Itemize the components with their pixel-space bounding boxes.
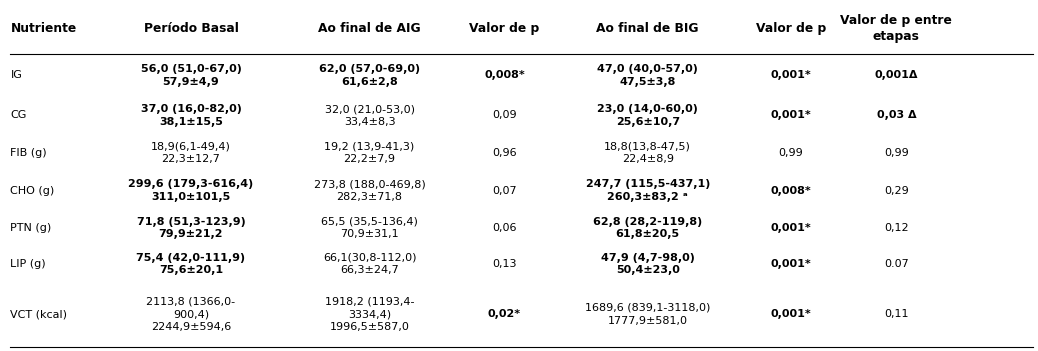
Text: Nutriente: Nutriente (10, 22, 77, 35)
Text: 65,5 (35,5-136,4)
70,9±31,1: 65,5 (35,5-136,4) 70,9±31,1 (321, 217, 418, 239)
Text: 18,9(6,1-49,4)
22,3±12,7: 18,9(6,1-49,4) 22,3±12,7 (152, 141, 230, 164)
Text: FIB (g): FIB (g) (10, 148, 47, 158)
Text: 0,99: 0,99 (778, 148, 803, 158)
Text: 247,7 (115,5-437,1)
260,3±83,2 ᵃ: 247,7 (115,5-437,1) 260,3±83,2 ᵃ (585, 179, 710, 202)
Text: 0,06: 0,06 (492, 223, 517, 233)
Text: 1689,6 (839,1-3118,0)
1777,9±581,0: 1689,6 (839,1-3118,0) 1777,9±581,0 (585, 303, 710, 326)
Text: 62,0 (57,0-69,0)
61,6±2,8: 62,0 (57,0-69,0) 61,6±2,8 (319, 64, 420, 87)
Text: 75,4 (42,0-111,9)
75,6±20,1: 75,4 (42,0-111,9) 75,6±20,1 (136, 252, 246, 275)
Text: Valor de p: Valor de p (756, 22, 826, 35)
Text: 0,001*: 0,001* (770, 259, 812, 269)
Text: 0,12: 0,12 (884, 223, 908, 233)
Text: 0,11: 0,11 (884, 309, 908, 319)
Text: CHO (g): CHO (g) (10, 185, 55, 196)
Text: 0,02*: 0,02* (488, 309, 521, 319)
Text: Ao final de AIG: Ao final de AIG (319, 22, 420, 35)
Text: PTN (g): PTN (g) (10, 223, 52, 233)
Text: 0,001*: 0,001* (770, 111, 812, 120)
Text: 0,001*: 0,001* (770, 223, 812, 233)
Text: CG: CG (10, 111, 27, 120)
Text: 273,8 (188,0-469,8)
282,3±71,8: 273,8 (188,0-469,8) 282,3±71,8 (313, 179, 426, 202)
Text: 0,07: 0,07 (492, 185, 517, 196)
Text: 2113,8 (1366,0-
900,4)
2244,9±594,6: 2113,8 (1366,0- 900,4) 2244,9±594,6 (146, 297, 236, 332)
Text: 0,001Δ: 0,001Δ (875, 70, 918, 80)
Text: 0,99: 0,99 (884, 148, 908, 158)
Text: Valor de p: Valor de p (469, 22, 540, 35)
Text: 0,96: 0,96 (492, 148, 517, 158)
Text: 71,8 (51,3-123,9)
79,9±21,2: 71,8 (51,3-123,9) 79,9±21,2 (137, 217, 245, 239)
Text: 47,0 (40,0-57,0)
47,5±3,8: 47,0 (40,0-57,0) 47,5±3,8 (597, 64, 699, 87)
Text: 0,03 Δ: 0,03 Δ (876, 111, 917, 120)
Text: 56,0 (51,0-67,0)
57,9±4,9: 56,0 (51,0-67,0) 57,9±4,9 (140, 64, 242, 87)
Text: 0,09: 0,09 (492, 111, 517, 120)
Text: VCT (kcal): VCT (kcal) (10, 309, 67, 319)
Text: LIP (g): LIP (g) (10, 259, 46, 269)
Text: 62,8 (28,2-119,8)
61,8±20,5: 62,8 (28,2-119,8) 61,8±20,5 (593, 217, 703, 239)
Text: IG: IG (10, 70, 22, 80)
Text: 0,001*: 0,001* (770, 309, 812, 319)
Text: 1918,2 (1193,4-
3334,4)
1996,5±587,0: 1918,2 (1193,4- 3334,4) 1996,5±587,0 (325, 297, 414, 332)
Text: 0.07: 0.07 (884, 259, 908, 269)
Text: 299,6 (179,3-616,4)
311,0±101,5: 299,6 (179,3-616,4) 311,0±101,5 (129, 179, 253, 202)
Text: 0,008*: 0,008* (770, 185, 812, 196)
Text: 23,0 (14,0-60,0)
25,6±10,7: 23,0 (14,0-60,0) 25,6±10,7 (597, 104, 699, 127)
Text: 19,2 (13,9-41,3)
22,2±7,9: 19,2 (13,9-41,3) 22,2±7,9 (325, 141, 414, 164)
Text: 47,9 (4,7-98,0)
50,4±23,0: 47,9 (4,7-98,0) 50,4±23,0 (601, 252, 694, 275)
Text: Ao final de BIG: Ao final de BIG (597, 22, 699, 35)
Text: 66,1(30,8-112,0)
66,3±24,7: 66,1(30,8-112,0) 66,3±24,7 (323, 252, 416, 275)
Text: 0,008*: 0,008* (484, 70, 525, 80)
Text: Valor de p entre
etapas: Valor de p entre etapas (841, 14, 952, 43)
Text: 37,0 (16,0-82,0)
38,1±15,5: 37,0 (16,0-82,0) 38,1±15,5 (140, 104, 242, 127)
Text: Período Basal: Período Basal (143, 22, 239, 35)
Text: 18,8(13,8-47,5)
22,4±8,9: 18,8(13,8-47,5) 22,4±8,9 (604, 141, 691, 164)
Text: 0,29: 0,29 (884, 185, 908, 196)
Text: 0,13: 0,13 (492, 259, 517, 269)
Text: 0,001*: 0,001* (770, 70, 812, 80)
Text: 32,0 (21,0-53,0)
33,4±8,3: 32,0 (21,0-53,0) 33,4±8,3 (325, 104, 414, 127)
